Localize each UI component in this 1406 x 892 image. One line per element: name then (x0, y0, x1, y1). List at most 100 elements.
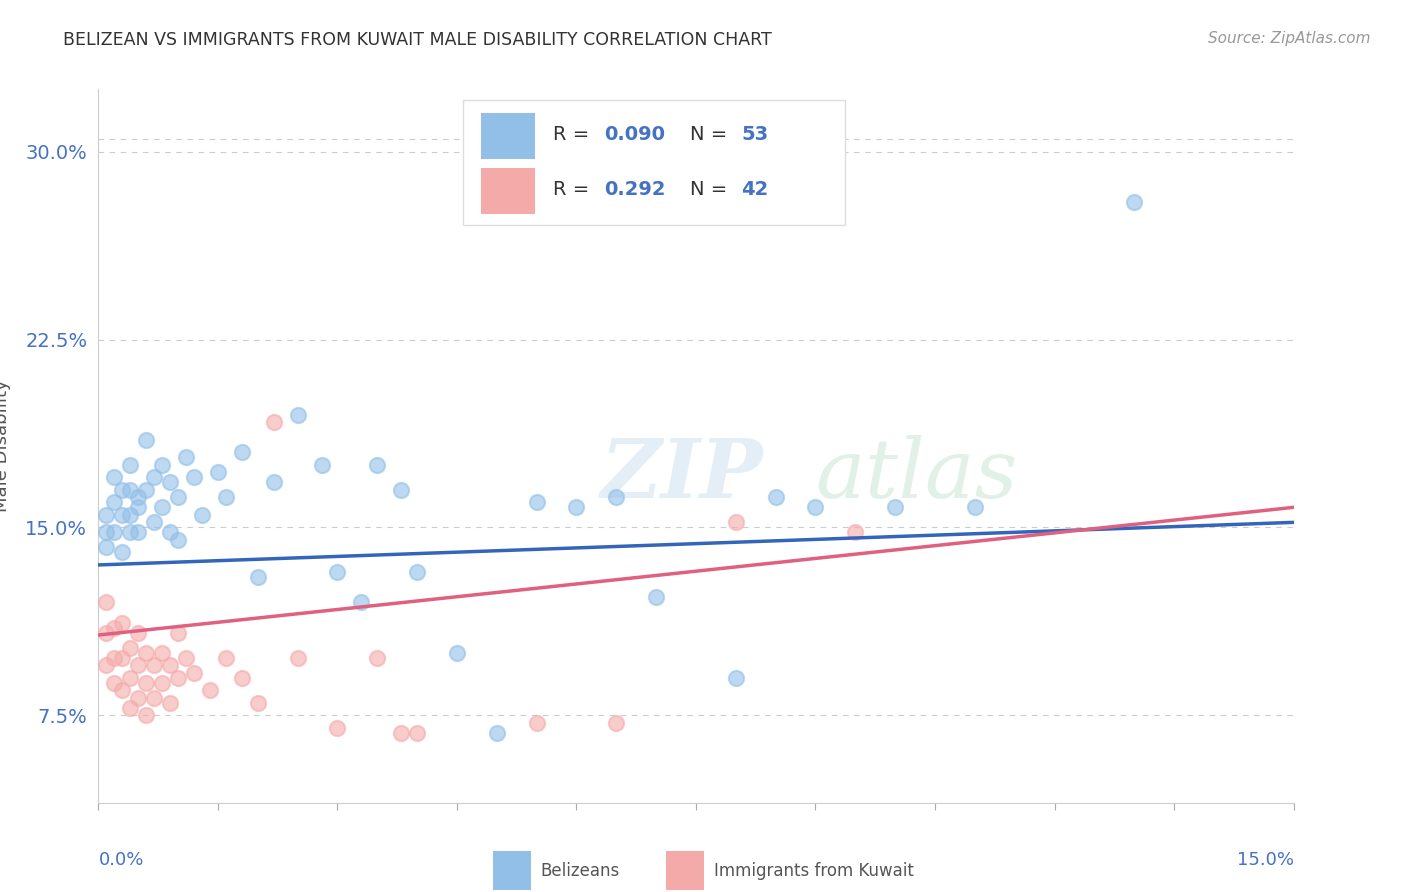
Point (263, 415, 285, 429)
Point (135, 433, 157, 447)
Point (724, 671, 747, 685)
Point (120, 671, 142, 685)
Point (96, 625, 118, 640)
Point (159, 658, 181, 673)
Point (174, 650, 197, 665)
Point (844, 525, 866, 540)
Point (96, 541, 118, 555)
Y-axis label: Male Disability: Male Disability (0, 380, 11, 512)
Point (526, 715, 548, 730)
Point (150, 646, 173, 660)
Point (167, 625, 190, 640)
Point (135, 708, 157, 723)
Text: 15.0%: 15.0% (1236, 851, 1294, 870)
Point (103, 525, 125, 540)
Point (103, 675, 125, 690)
Point (263, 475, 285, 490)
Point (167, 491, 190, 505)
Point (215, 491, 238, 505)
Text: N =: N = (690, 179, 734, 199)
Point (135, 646, 157, 660)
Text: R =: R = (553, 179, 595, 199)
Point (406, 566, 429, 580)
Point (143, 470, 166, 484)
Point (326, 721, 349, 735)
Point (191, 508, 214, 522)
Point (406, 725, 429, 739)
FancyBboxPatch shape (463, 100, 845, 225)
Point (605, 715, 627, 730)
Point (127, 658, 149, 673)
Point (120, 640, 142, 655)
Point (366, 650, 388, 665)
Text: N =: N = (690, 125, 734, 144)
Point (389, 725, 412, 739)
Point (150, 500, 173, 515)
Point (389, 483, 412, 497)
Bar (481, 112, 534, 159)
Point (326, 566, 349, 580)
Bar (666, 851, 704, 890)
Point (143, 690, 166, 705)
Text: BELIZEAN VS IMMIGRANTS FROM KUWAIT MALE DISABILITY CORRELATION CHART: BELIZEAN VS IMMIGRANTS FROM KUWAIT MALE … (63, 31, 772, 49)
Point (526, 495, 548, 509)
Point (167, 671, 190, 685)
Point (103, 650, 125, 665)
Point (1123, 194, 1146, 209)
Point (159, 475, 181, 490)
Point (446, 646, 468, 660)
Point (287, 650, 309, 665)
Point (111, 508, 134, 522)
Point (350, 595, 373, 609)
Point (565, 500, 588, 515)
Text: 42: 42 (741, 179, 769, 199)
Point (143, 516, 166, 530)
Point (120, 700, 142, 714)
Point (96, 508, 118, 522)
Text: 53: 53 (741, 125, 769, 144)
Bar (494, 851, 531, 890)
Point (167, 533, 190, 547)
Point (135, 483, 157, 497)
Point (127, 690, 149, 705)
Point (311, 458, 333, 472)
Point (135, 675, 157, 690)
Point (804, 500, 827, 515)
Point (103, 621, 125, 635)
Point (103, 495, 125, 509)
Text: 0.0%: 0.0% (98, 851, 143, 870)
Text: Source: ZipAtlas.com: Source: ZipAtlas.com (1208, 31, 1371, 46)
Point (150, 458, 173, 472)
Point (287, 408, 309, 422)
Point (724, 516, 747, 530)
Point (174, 450, 197, 465)
Text: ZIP: ZIP (600, 434, 763, 515)
Point (120, 483, 142, 497)
Point (159, 696, 181, 710)
Point (111, 615, 134, 630)
Point (111, 483, 134, 497)
Point (645, 591, 668, 605)
Point (127, 625, 149, 640)
Point (127, 491, 149, 505)
Text: R =: R = (553, 125, 595, 144)
Point (246, 570, 269, 584)
Point (605, 491, 627, 505)
Point (198, 683, 221, 698)
Point (96, 658, 118, 673)
Point (120, 458, 142, 472)
Point (159, 525, 181, 540)
Point (111, 545, 134, 559)
Point (963, 500, 986, 515)
Point (120, 508, 142, 522)
Point (103, 470, 125, 484)
Point (150, 675, 173, 690)
Point (120, 525, 142, 540)
Point (96, 525, 118, 540)
Point (366, 458, 388, 472)
Point (884, 500, 907, 515)
Text: atlas: atlas (815, 434, 1018, 515)
Point (183, 470, 205, 484)
Point (246, 696, 269, 710)
Point (765, 491, 787, 505)
